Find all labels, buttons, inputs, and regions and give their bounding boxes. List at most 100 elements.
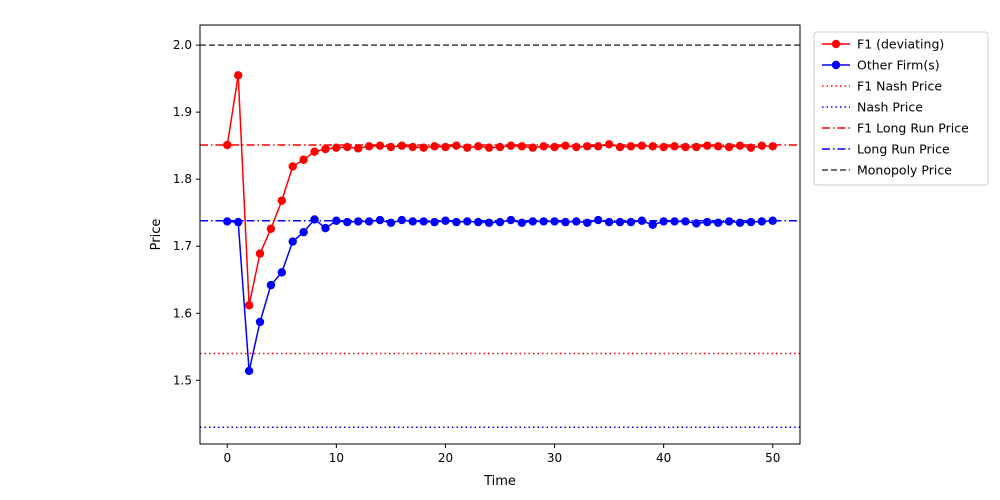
y-tick-label: 1.7	[173, 239, 192, 253]
legend-label: F1 (deviating)	[857, 37, 944, 52]
data-point	[288, 162, 297, 171]
data-point	[353, 217, 363, 226]
data-point	[572, 142, 581, 152]
y-axis-label: Price	[149, 219, 164, 251]
y-tick-label: 2.0	[173, 38, 192, 52]
legend-entry: Monopoly Price	[822, 163, 952, 178]
legend-label: F1 Long Run Price	[857, 121, 969, 136]
data-point	[364, 217, 374, 226]
data-point	[463, 143, 472, 152]
data-point	[473, 217, 483, 227]
y-tick-label: 1.6	[173, 306, 192, 320]
legend-entry: Long Run Price	[822, 142, 950, 157]
data-point	[735, 141, 745, 150]
data-point	[299, 227, 308, 237]
data-point	[615, 217, 625, 227]
data-point	[255, 317, 265, 327]
data-point	[506, 141, 516, 150]
data-point	[703, 217, 712, 227]
data-point	[626, 142, 636, 151]
data-point	[724, 217, 734, 226]
data-point	[757, 217, 767, 226]
data-point	[299, 155, 308, 164]
legend-entry: F1 Long Run Price	[822, 121, 969, 136]
data-point	[539, 217, 548, 226]
x-tick-label: 50	[765, 451, 780, 465]
data-point	[375, 141, 385, 150]
legend: F1 (deviating) Other Firm(s) F1 Nash Price…	[813, 31, 989, 186]
legend-label: Long Run Price	[857, 142, 950, 157]
data-point	[419, 143, 428, 152]
data-point	[670, 217, 679, 226]
data-point	[572, 217, 581, 226]
data-point	[703, 141, 712, 150]
data-point	[528, 143, 537, 152]
data-point	[310, 215, 319, 224]
data-point	[233, 217, 243, 227]
data-point	[343, 217, 352, 227]
data-point	[223, 217, 232, 226]
y-tick-label: 1.8	[173, 172, 192, 186]
data-point	[659, 142, 668, 152]
legend-entry: Other Firm(s)	[822, 58, 940, 73]
data-point	[408, 142, 417, 152]
data-point	[452, 217, 461, 227]
data-point	[746, 143, 756, 152]
data-point	[397, 215, 407, 225]
data-point	[310, 147, 319, 156]
series-line-1	[227, 218, 773, 372]
data-point	[353, 144, 363, 153]
legend-label: Monopoly Price	[857, 163, 952, 178]
data-point	[757, 141, 767, 150]
data-point	[266, 280, 276, 290]
data-point	[604, 217, 614, 227]
data-point	[681, 217, 690, 226]
legend-frame	[813, 31, 989, 186]
data-point	[768, 142, 777, 151]
data-point	[648, 142, 657, 151]
data-point	[288, 237, 297, 246]
data-point	[343, 142, 352, 152]
data-point	[244, 366, 254, 376]
x-axis-label: Time	[483, 474, 516, 489]
data-point	[637, 216, 647, 225]
plot-frame	[199, 24, 801, 445]
data-point	[441, 216, 450, 225]
data-point	[484, 143, 494, 152]
data-point	[277, 268, 287, 277]
data-point	[233, 71, 243, 80]
data-point	[255, 249, 265, 258]
series-1	[223, 215, 777, 376]
y-tick-label: 1.5	[173, 373, 192, 387]
legend-marker	[831, 39, 841, 49]
data-point	[713, 142, 723, 151]
data-point	[593, 215, 603, 225]
x-tick-label: 20	[438, 451, 453, 465]
data-point	[321, 144, 330, 154]
data-point	[430, 217, 439, 227]
data-point	[332, 143, 341, 152]
y-axis-ticks: 1.5 1.6 1.7 1.8 1.9 2.0	[173, 38, 200, 387]
data-point	[441, 142, 450, 152]
data-point	[615, 142, 625, 152]
data-point	[681, 142, 690, 152]
data-point	[550, 217, 559, 226]
legend-label: Nash Price	[857, 100, 923, 115]
data-point	[713, 218, 723, 227]
data-point	[550, 142, 559, 152]
data-point	[561, 217, 570, 227]
data-point	[386, 218, 396, 227]
data-point	[484, 218, 494, 227]
legend-label: Other Firm(s)	[857, 58, 940, 73]
x-tick-label: 10	[329, 451, 344, 465]
data-point	[277, 196, 287, 205]
x-tick-label: 0	[223, 451, 231, 465]
data-point	[473, 142, 483, 151]
data-point	[375, 215, 385, 225]
data-point	[397, 141, 407, 150]
series-line-0	[226, 75, 773, 306]
data-point	[321, 223, 330, 233]
data-point	[626, 217, 636, 227]
data-point	[593, 142, 603, 151]
data-point	[539, 142, 548, 151]
